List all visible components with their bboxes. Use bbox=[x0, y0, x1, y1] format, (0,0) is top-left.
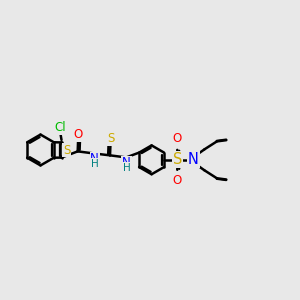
Text: N: N bbox=[122, 156, 131, 169]
Text: S: S bbox=[63, 143, 70, 157]
Text: N: N bbox=[90, 152, 99, 165]
Text: Cl: Cl bbox=[54, 121, 66, 134]
Text: S: S bbox=[173, 152, 182, 167]
Text: S: S bbox=[107, 132, 114, 145]
Text: O: O bbox=[74, 128, 83, 141]
Text: H: H bbox=[91, 159, 98, 169]
Text: H: H bbox=[123, 163, 130, 173]
Text: N: N bbox=[188, 152, 199, 167]
Text: O: O bbox=[172, 174, 182, 187]
Text: O: O bbox=[172, 132, 182, 146]
